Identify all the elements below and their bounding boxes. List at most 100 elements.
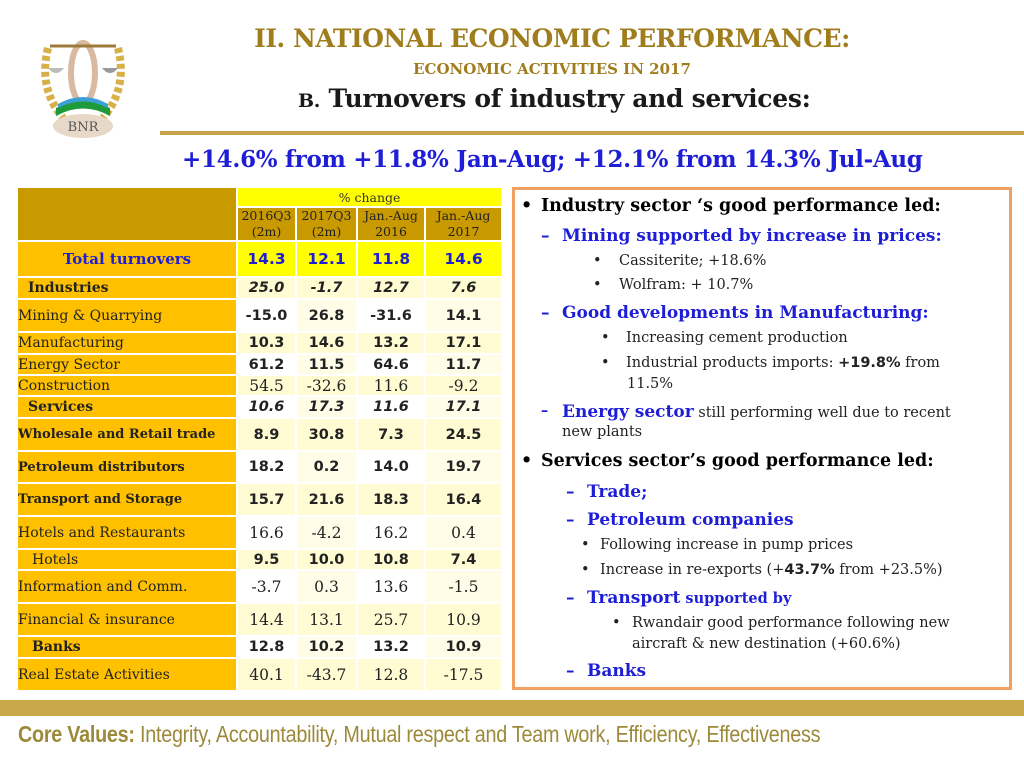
table-cell: 18.3: [358, 484, 426, 517]
bullet-icon: •: [601, 355, 610, 371]
column-header: 2017Q3 (2m): [297, 208, 358, 242]
table-cell: 13.2: [358, 637, 426, 659]
bullet-icon: •: [521, 451, 533, 471]
row-label: Transport and Storage: [18, 484, 238, 517]
dash-icon: –: [566, 661, 575, 681]
section-title-text: Turnovers of industry and services:: [320, 84, 811, 113]
energy-item-text: Energy sector: [562, 402, 694, 422]
industry-heading: Industry sector ‘s good performance led:: [541, 196, 941, 216]
table-cell: 16.6: [238, 517, 297, 550]
table-cell: 24.5: [426, 419, 503, 452]
table-cell: 18.2: [238, 452, 297, 484]
imports-item-text: from: [900, 355, 940, 371]
column-header-line: 2016: [375, 224, 407, 239]
imports-item-cont: 11.5%: [627, 376, 673, 392]
table-cell: 16.2: [358, 517, 426, 550]
core-values: Core Values: Integrity, Accountability, …: [18, 721, 821, 748]
bullet-icon: •: [581, 537, 590, 553]
row-label: Information and Comm.: [18, 571, 238, 604]
table-cell: 12.8: [238, 637, 297, 659]
rwandair-item-text: Rwandair good performance following new: [632, 615, 950, 631]
reexports-item-text: Increase in re-exports (+: [600, 562, 785, 578]
cassiterite-item-text: Cassiterite; +18.6%: [619, 253, 767, 269]
table-cell: 17.1: [426, 397, 503, 419]
table-cell: 9.5: [238, 550, 297, 571]
table-cell: 10.6: [238, 397, 297, 419]
table-cell: 54.5: [238, 376, 297, 397]
wolfram-item-text: Wolfram: + 10.7%: [619, 277, 754, 293]
industry-heading-text: Industry sector ‘s good performance led:: [541, 196, 941, 216]
imports-item: Industrial products imports: +19.8% from: [626, 355, 940, 371]
table-cell: 61.2: [238, 355, 297, 376]
manufacturing-heading-text: Good developments in Manufacturing:: [562, 303, 929, 323]
table-cell: 11.7: [426, 355, 503, 376]
table-cell: 0.2: [297, 452, 358, 484]
table-cell: 14.1: [426, 300, 503, 333]
reexports-item-text: 43.7%: [784, 562, 835, 578]
table-cell: -9.2: [426, 376, 503, 397]
row-label: Hotels and Restaurants: [18, 517, 238, 550]
commentary-panel: • Industry sector ‘s good performance led…: [512, 187, 1012, 690]
table-cell: 25.0: [238, 278, 297, 300]
table-cell: 14.6: [426, 242, 503, 278]
dash-icon: –: [541, 226, 550, 246]
table-cell: 7.4: [426, 550, 503, 571]
petroleum-heading: Petroleum companies: [587, 510, 794, 530]
petroleum-heading-text: Petroleum companies: [587, 510, 794, 530]
row-label: Real Estate Activities: [18, 659, 238, 692]
row-label: Mining & Quarrying: [18, 300, 238, 333]
transport-heading-text: Transport: [587, 588, 681, 608]
table-cell: 19.7: [426, 452, 503, 484]
table-cell: 13.1: [297, 604, 358, 637]
table-cell: 11.5: [297, 355, 358, 376]
energy-item-text: still performing well due to recent: [693, 405, 951, 421]
table-cell: 16.4: [426, 484, 503, 517]
table-cell: 14.4: [238, 604, 297, 637]
trade-item-text: Trade;: [587, 482, 648, 502]
column-header-line: 2017: [447, 224, 480, 239]
footer-bar: [0, 700, 1024, 716]
table-cell: -31.6: [358, 300, 426, 333]
wolfram-item: Wolfram: + 10.7%: [619, 277, 753, 293]
bullet-icon: •: [601, 330, 610, 346]
bullet-icon: •: [593, 277, 602, 293]
section-title: B. Turnovers of industry and services:: [298, 84, 811, 113]
services-heading: Services sector’s good performance led:: [541, 451, 934, 471]
column-header-line: 2016Q3: [241, 208, 292, 224]
manufacturing-heading: Good developments in Manufacturing:: [562, 303, 929, 323]
row-label: Manufacturing: [18, 333, 238, 355]
row-label: Construction: [18, 376, 238, 397]
table-cell: 17.1: [426, 333, 503, 355]
row-label: Total turnovers: [18, 242, 238, 278]
table-cell: 7.6: [426, 278, 503, 300]
table-cell: 10.9: [426, 637, 503, 659]
logo-text: BNR: [68, 120, 100, 135]
core-values-text: Integrity, Accountability, Mutual respec…: [134, 721, 821, 747]
banks-item: Banks: [587, 661, 646, 681]
table-cell: 21.6: [297, 484, 358, 517]
pump-prices-item-text: Following increase in pump prices: [600, 537, 854, 553]
table-header-corner: [18, 188, 238, 242]
headline: +14.6% from +11.8% Jan-Aug; +12.1% from …: [182, 146, 923, 173]
table-cell: -15.0: [238, 300, 297, 333]
table-cell: 7.3: [358, 419, 426, 452]
table-cell: 14.6: [297, 333, 358, 355]
rwandair-item-cont: aircraft & new destination (+60.6%): [632, 636, 901, 652]
turnover-table: % change 2016Q3 (2m) 2017Q3 (2m) Jan.-Aug 2016…: [18, 188, 503, 692]
bullet-icon: •: [521, 196, 533, 216]
banks-item-text: Banks: [587, 661, 647, 681]
row-label: Hotels: [18, 550, 238, 571]
cement-item-text: Increasing cement production: [626, 330, 848, 346]
core-values-label: Core Values:: [18, 721, 135, 747]
row-label: Energy Sector: [18, 355, 238, 376]
row-label: Financial & insurance: [18, 604, 238, 637]
mining-heading-text: Mining supported by increase in prices:: [562, 226, 942, 246]
cassiterite-item: Cassiterite; +18.6%: [619, 253, 766, 269]
table-cell: 40.1: [238, 659, 297, 692]
row-label: Services: [18, 397, 238, 419]
rwandair-item: Rwandair good performance following new: [632, 615, 950, 631]
bullet-icon: •: [593, 253, 602, 269]
table-cell: 10.3: [238, 333, 297, 355]
table-cell: 25.7: [358, 604, 426, 637]
table-cell: -32.6: [297, 376, 358, 397]
